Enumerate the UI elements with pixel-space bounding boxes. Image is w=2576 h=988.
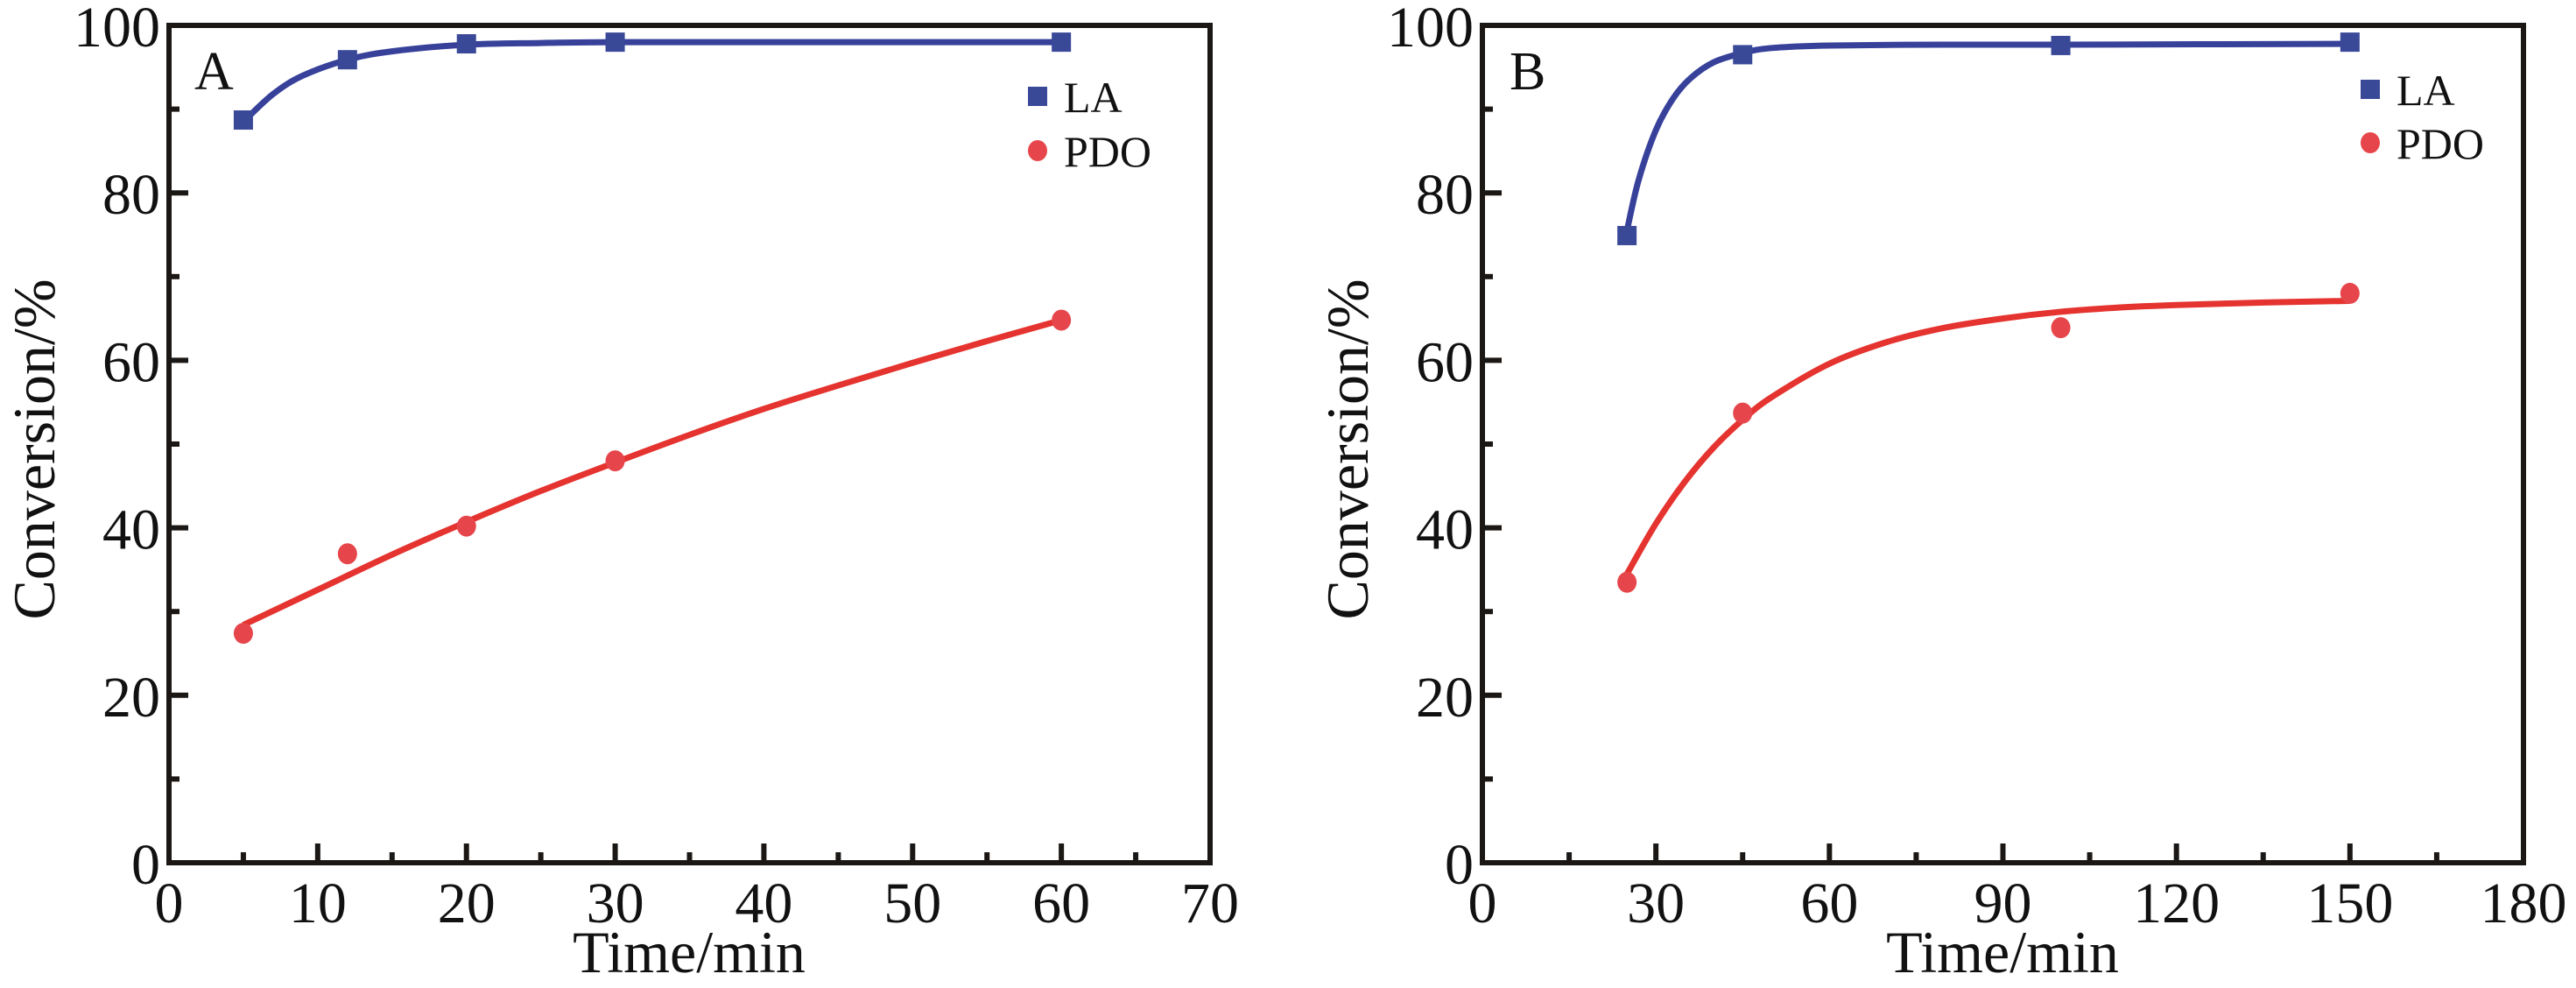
data-point-la-b xyxy=(2340,32,2360,53)
data-point-pdo-b xyxy=(2051,317,2071,339)
x-tick-label-b: 120 xyxy=(2133,872,2220,935)
legend-label-la-a: LA xyxy=(1064,73,1123,122)
legend-marker-pdo-a xyxy=(1028,140,1047,161)
x-tick-label-a: 10 xyxy=(289,872,347,935)
y-tick-label-b: 0 xyxy=(1445,833,1474,897)
y-tick-label-a: 100 xyxy=(74,0,160,60)
legend-marker-la-a xyxy=(1028,87,1047,106)
x-tick-label-b: 180 xyxy=(2481,872,2567,935)
y-axis-title-a: Conversion/% xyxy=(1,279,67,619)
x-tick-label-a: 50 xyxy=(883,872,941,935)
data-point-pdo-a xyxy=(605,450,625,472)
fit-curve-pdo-b xyxy=(1624,298,2350,575)
data-point-la-b xyxy=(1733,45,1753,65)
x-axis-title-b: Time/min xyxy=(1886,919,2119,985)
panel-b: B Time/min Conversion/% LA PDO 0 30 60 90 12… xyxy=(1314,0,2567,985)
y-tick-label-a: 80 xyxy=(102,163,160,227)
fit-curve-la-a xyxy=(241,39,1062,124)
y-tick-label-b: 20 xyxy=(1416,666,1474,730)
panel-a: A Time/min Conversion/% LA PDO 0 10 20 30 40… xyxy=(1,0,1239,985)
x-tick-label-b: 30 xyxy=(1627,872,1685,935)
data-point-pdo-a xyxy=(1052,309,1072,331)
data-point-la-a xyxy=(233,110,253,131)
x-tick-label-a: 40 xyxy=(735,872,792,935)
x-tick-label-b: 90 xyxy=(1974,872,2032,935)
y-tick-label-a: 20 xyxy=(102,666,160,730)
x-tick-label-b: 0 xyxy=(1468,872,1497,935)
y-tick-label-a: 60 xyxy=(102,330,160,394)
data-point-la-b xyxy=(1617,225,1637,245)
x-tick-label-b: 60 xyxy=(1800,872,1858,935)
x-tick-label-a: 60 xyxy=(1032,872,1090,935)
legend-marker-pdo-b xyxy=(2361,132,2380,153)
data-point-la-a xyxy=(337,50,357,70)
y-tick-label-b: 60 xyxy=(1416,330,1474,394)
panel-label-b: B xyxy=(1510,42,1545,102)
data-point-pdo-a xyxy=(456,515,476,537)
x-tick-label-b: 150 xyxy=(2306,872,2393,935)
x-tick-label-a: 20 xyxy=(438,872,496,935)
legend-label-la-b: LA xyxy=(2397,66,2455,115)
data-point-la-b xyxy=(2051,35,2071,55)
legend-label-pdo-a: PDO xyxy=(1064,127,1151,176)
y-tick-label-b: 100 xyxy=(1387,0,1474,60)
x-tick-label-a: 0 xyxy=(155,872,184,935)
y-tick-label-a: 0 xyxy=(131,833,160,897)
fit-curve-la-b xyxy=(1623,40,2350,232)
y-axis-title-b: Conversion/% xyxy=(1314,279,1381,619)
data-point-pdo-b xyxy=(1733,402,1753,424)
x-tick-label-a: 70 xyxy=(1181,872,1239,935)
data-point-la-a xyxy=(456,34,476,54)
y-tick-label-a: 40 xyxy=(102,498,160,562)
data-point-pdo-b xyxy=(2340,282,2360,304)
panel-label-a: A xyxy=(194,42,234,102)
x-axis-title-a: Time/min xyxy=(573,919,806,985)
plot-frame-a xyxy=(166,23,1213,865)
y-tick-label-b: 80 xyxy=(1416,163,1474,227)
legend-label-pdo-b: PDO xyxy=(2397,119,2484,168)
data-point-la-a xyxy=(1052,32,1072,53)
data-point-pdo-a xyxy=(233,623,253,645)
data-point-la-a xyxy=(605,32,625,53)
x-tick-label-a: 30 xyxy=(587,872,644,935)
fit-curve-pdo-a xyxy=(242,317,1063,628)
legend-marker-la-b xyxy=(2361,80,2380,99)
data-point-pdo-b xyxy=(1617,571,1637,593)
data-point-pdo-a xyxy=(337,543,357,565)
y-tick-label-b: 40 xyxy=(1416,498,1474,562)
